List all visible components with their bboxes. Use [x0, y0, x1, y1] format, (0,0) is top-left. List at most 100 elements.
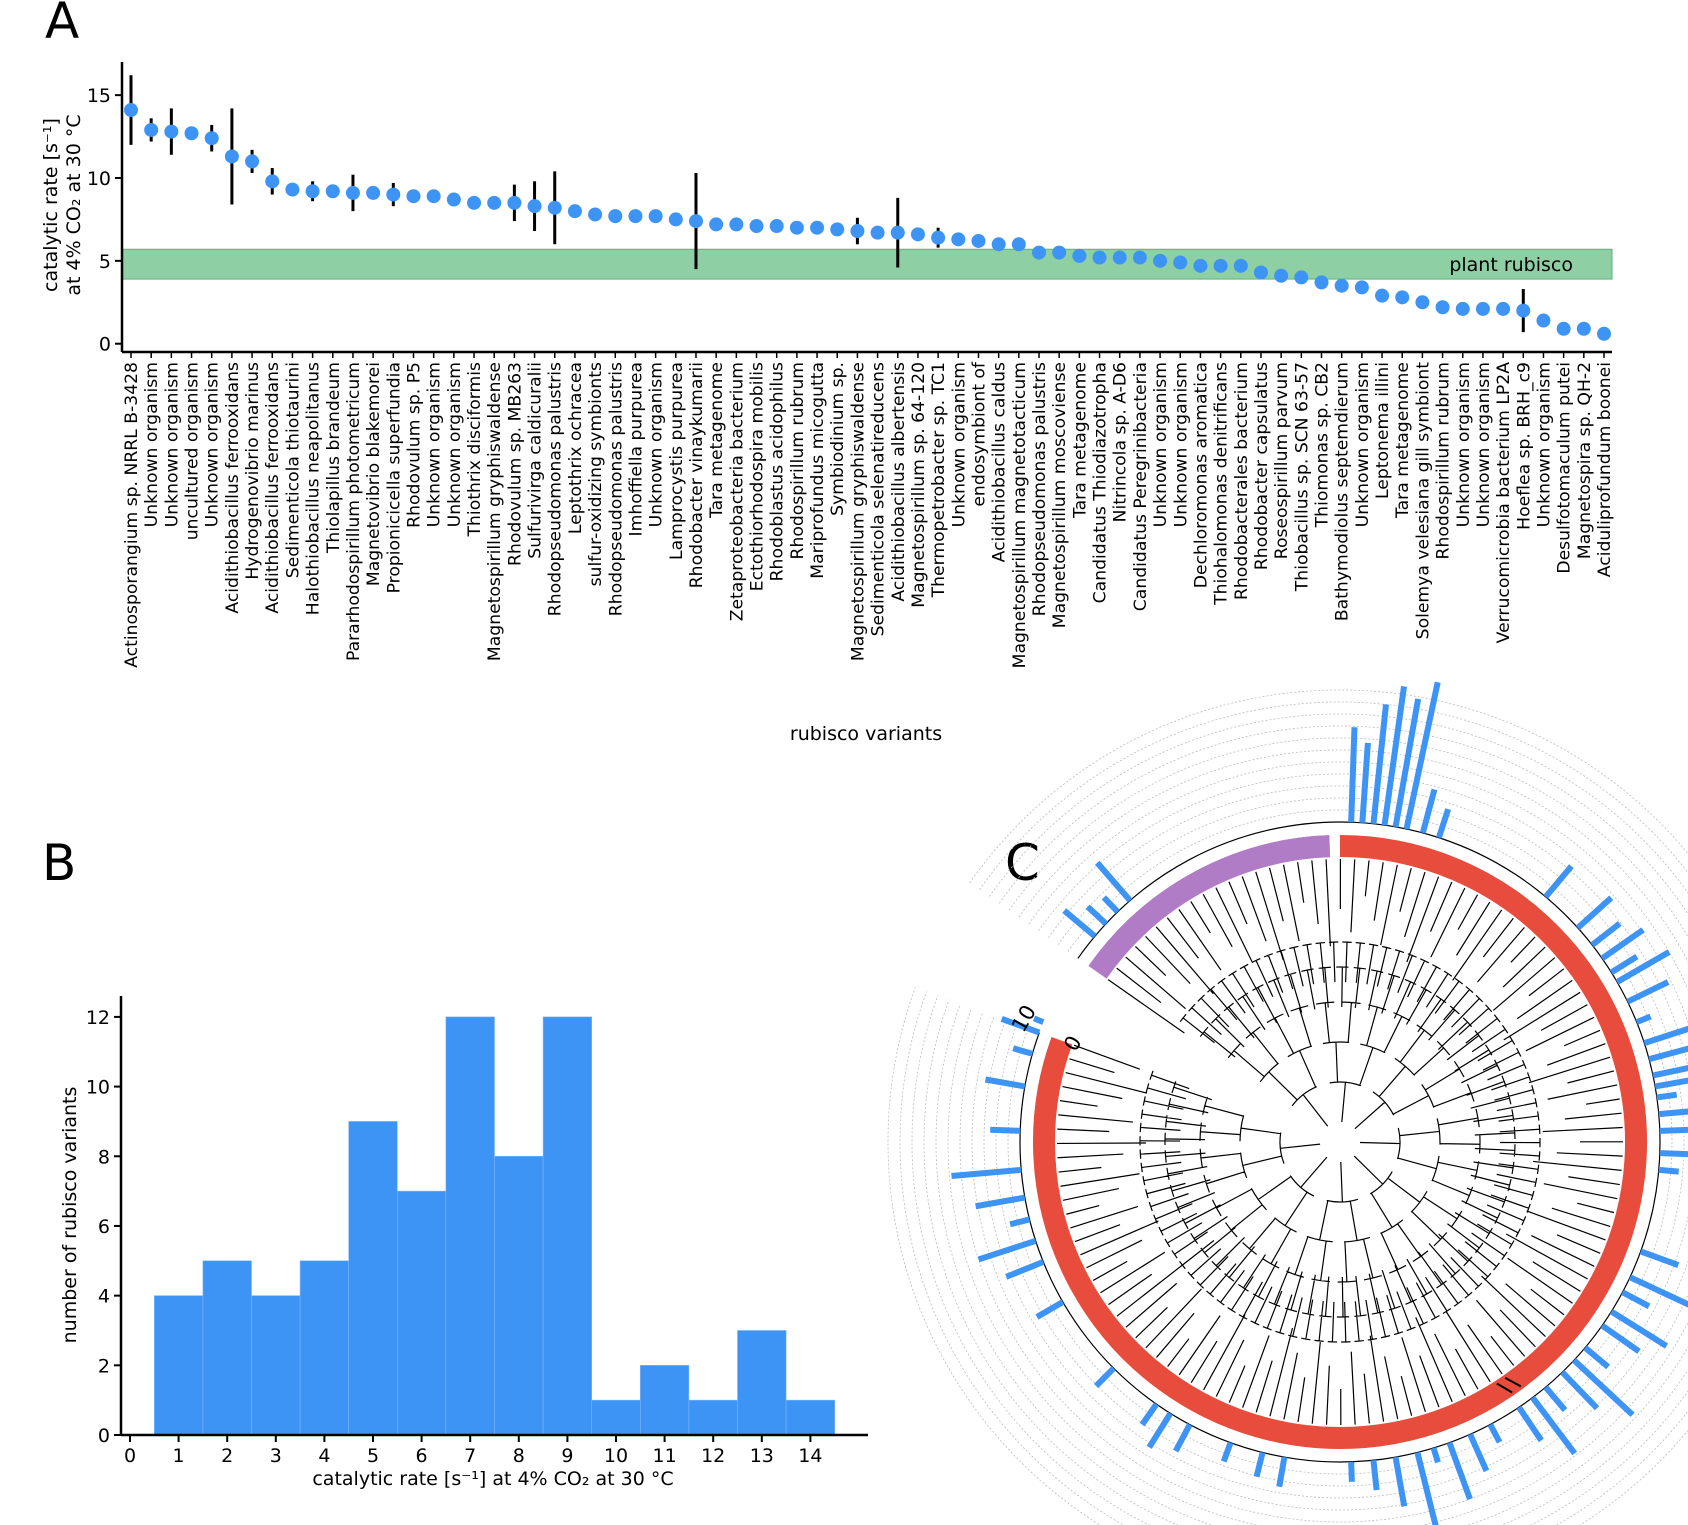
radial-bar	[951, 1166, 1022, 1179]
radial-bar	[1146, 1411, 1173, 1449]
radial-bar	[1643, 1025, 1688, 1046]
category-label: Tara metagenome	[1070, 362, 1090, 519]
data-point	[285, 182, 300, 197]
data-point	[830, 222, 845, 237]
category-label: Acidithiobacillus ferrooxidans	[263, 362, 283, 614]
category-label: Magnetospirillum moscoviense	[1050, 362, 1070, 628]
category-label: Bathymodiolus septemdierum	[1333, 362, 1353, 621]
x-tick-label: 12	[701, 1445, 725, 1467]
grid-circle	[947, 749, 1688, 1525]
data-point	[1314, 275, 1329, 290]
ring-marker	[1496, 1382, 1513, 1394]
category-label: Candidatus Peregrinibacteria	[1131, 362, 1151, 611]
category-label: Rhodopseudomonas palustris	[546, 362, 566, 616]
category-label: Ectothiorhodospira mobilis	[748, 362, 768, 591]
data-point	[1193, 258, 1208, 273]
category-label: Unknown organism	[142, 362, 162, 527]
error-bars	[129, 75, 1525, 333]
data-point	[991, 237, 1006, 252]
radial-bar	[977, 1238, 1037, 1263]
data-point	[184, 126, 199, 141]
category-label: Rhodovulum sp. MB263	[505, 362, 525, 566]
category-label: Unknown organism	[1474, 362, 1494, 527]
radial-bar	[1656, 1091, 1678, 1101]
category-label: uncultured organism	[183, 362, 203, 540]
radial-bar	[1381, 686, 1407, 826]
grid-circle	[899, 701, 1688, 1525]
radial-bar	[1035, 1299, 1065, 1320]
radial-bar	[1609, 953, 1639, 975]
category-label: Tara metagenome	[707, 362, 727, 519]
radial-bar	[1085, 904, 1109, 926]
data-point	[668, 212, 683, 227]
radial-bar	[1392, 698, 1422, 828]
radial-bar	[984, 1076, 1026, 1090]
radial-bar	[1000, 1016, 1041, 1036]
data-point	[345, 185, 360, 200]
radial-bar	[1370, 704, 1389, 825]
x-tick-label: 9	[561, 1445, 573, 1467]
histogram-bar	[299, 1260, 350, 1436]
category-label: Unknown organism	[647, 362, 667, 527]
data-point	[1213, 258, 1228, 273]
radial-bar	[1659, 1126, 1688, 1134]
radial-bar	[1220, 1441, 1234, 1463]
radial-bar	[1276, 1456, 1288, 1488]
y-tick-label: 4	[98, 1286, 110, 1308]
category-label: Propionicicella superfundia	[384, 362, 404, 593]
data-point	[446, 192, 461, 207]
tree-branch-set	[1056, 858, 1624, 1426]
radial-bar	[1403, 681, 1441, 830]
radial-bar	[1139, 1402, 1159, 1427]
panel-b-axes	[119, 996, 868, 1437]
category-label: Thiolapillus brandeum	[324, 362, 344, 554]
radial-bar	[1543, 1385, 1568, 1413]
grid-circle	[995, 797, 1685, 1487]
data-point	[890, 225, 905, 240]
panel-letter-a: A	[45, 0, 79, 50]
data-point	[305, 184, 320, 199]
radial-bar	[1530, 1395, 1578, 1456]
data-point	[951, 232, 966, 247]
data-point	[547, 200, 562, 215]
radial-bar	[975, 1194, 1026, 1210]
category-label: Desulfotomaculum putei	[1555, 362, 1575, 574]
panel-a-x-axis-label: rubisco variants	[790, 723, 942, 745]
data-point	[245, 154, 260, 169]
data-point	[1556, 321, 1571, 336]
data-point	[265, 174, 280, 189]
histogram-bar	[154, 1295, 204, 1436]
radial-bar	[1012, 1045, 1034, 1057]
category-label: Rhodobacterales bacterium	[1232, 362, 1252, 600]
category-label: Unknown organism	[425, 362, 445, 527]
category-label: Nitrincola sp. A-D6	[1111, 362, 1131, 522]
data-point	[426, 189, 441, 204]
x-tick-label: 13	[750, 1445, 774, 1467]
data-point	[366, 185, 381, 200]
data-point	[1395, 290, 1410, 305]
category-label: Magnetospirillum gryphiswaldense	[485, 362, 505, 661]
data-point	[487, 195, 502, 210]
data-point	[931, 230, 946, 245]
radial-bar	[1392, 1456, 1408, 1507]
radial-bar	[1648, 1045, 1688, 1063]
radial-bar	[1359, 742, 1371, 823]
x-tick-label: 5	[367, 1445, 379, 1467]
plant-rubisco-band	[121, 248, 1613, 280]
data-point	[608, 209, 623, 224]
category-label: Rhodopseudomonas palustris	[1030, 362, 1050, 616]
data-point	[567, 204, 582, 219]
panel-a-y-axis-label-line1: catalytic rate [s⁻¹]	[40, 118, 62, 292]
y-tick-label: 12	[86, 1007, 110, 1029]
category-label: Acidithiobacillus ferrooxidans	[223, 362, 243, 614]
clade-ring	[1033, 835, 1647, 1449]
data-points	[124, 103, 1611, 341]
category-label: Thermopetrobacter sp. TC1	[929, 362, 949, 598]
category-label: Magnetospirillum magnetotacticum	[1010, 362, 1030, 668]
histogram-bar	[202, 1260, 252, 1436]
data-point	[1233, 258, 1248, 273]
radial-bar	[1575, 895, 1614, 931]
category-label: Thiomonas sp. CB2	[1313, 362, 1333, 528]
